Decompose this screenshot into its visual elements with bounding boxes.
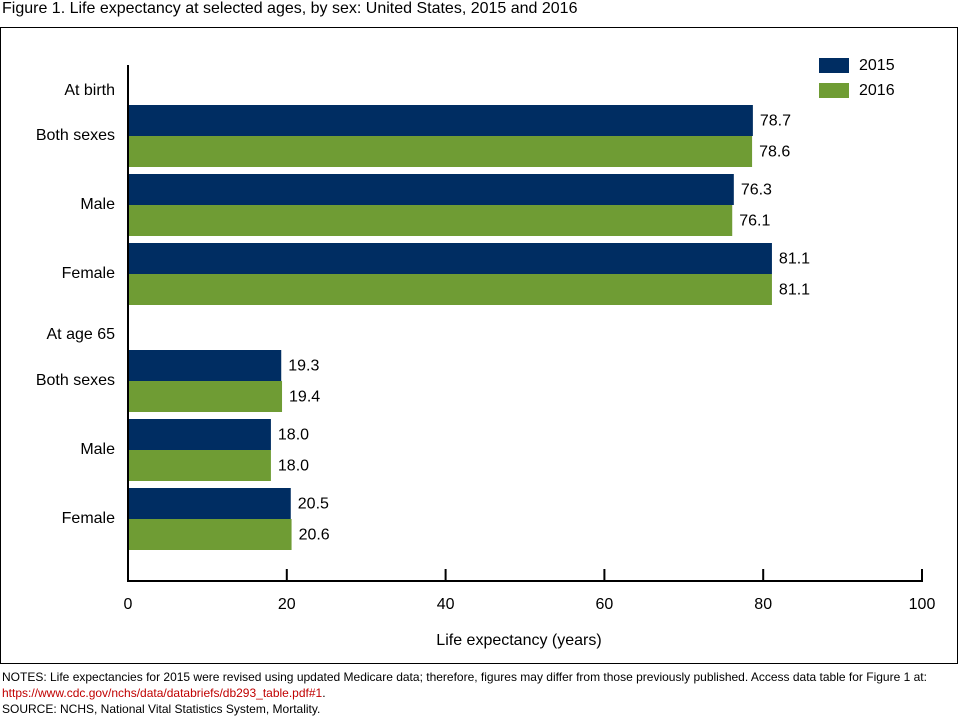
notes: NOTES: Life expectancies for 2015 were r… [2, 669, 952, 717]
category-label: Female [62, 510, 115, 527]
legend-label: 2015 [859, 57, 895, 74]
data-label: 78.7 [760, 113, 791, 130]
bar-2016 [128, 450, 271, 481]
bar-2015 [128, 174, 734, 205]
figure-title: Figure 1. Life expectancy at selected ag… [2, 0, 578, 17]
x-tick-label: 80 [754, 596, 772, 613]
data-label: 18.0 [278, 458, 309, 475]
category-label: Both sexes [36, 372, 115, 389]
group-heading: At birth [64, 82, 115, 99]
source-text: SOURCE: NCHS, National Vital Statistics … [2, 702, 321, 716]
x-tick-label: 40 [437, 596, 455, 613]
bar-2015 [128, 488, 291, 519]
x-tick-label: 20 [278, 596, 296, 613]
bar-2015 [128, 243, 772, 274]
bar-2015 [128, 105, 753, 136]
chart-frame: At birth Both sexes 78.7 78.6 Male 76.3 76.1 Fe… [0, 27, 958, 664]
x-axis-title: Life expectancy (years) [436, 632, 601, 649]
x-tick-label: 0 [124, 596, 133, 613]
data-label: 76.3 [741, 182, 772, 199]
category-label: Male [80, 441, 115, 458]
bar-chart: At birth Both sexes 78.7 78.6 Male 76.3 76.1 Fe… [36, 57, 936, 649]
bar-2016 [128, 519, 292, 550]
data-label: 20.5 [298, 496, 329, 513]
category-label: Both sexes [36, 127, 115, 144]
bar-2015 [128, 419, 271, 450]
data-label: 20.6 [299, 527, 330, 544]
x-tick-label: 60 [596, 596, 614, 613]
data-label: 19.3 [288, 358, 319, 375]
notes-text: NOTES: Life expectancies for 2015 were r… [2, 669, 952, 701]
bar-2015 [128, 350, 282, 381]
data-label: 81.1 [779, 282, 810, 299]
x-tick-label: 100 [909, 596, 936, 613]
category-label: Female [62, 265, 115, 282]
data-label: 76.1 [739, 213, 770, 230]
data-label: 19.4 [289, 389, 320, 406]
data-label: 78.6 [759, 144, 790, 161]
bar-2016 [128, 381, 283, 412]
legend-label: 2016 [859, 82, 895, 99]
bar-2016 [128, 205, 733, 236]
notes-line: NOTES: Life expectancies for 2015 were r… [2, 670, 927, 684]
category-label: Male [80, 196, 115, 213]
legend-swatch-2016 [819, 83, 849, 98]
data-label: 18.0 [278, 427, 309, 444]
group-heading: At age 65 [47, 326, 116, 343]
legend-swatch-2015 [819, 58, 849, 73]
data-label: 81.1 [779, 251, 810, 268]
bar-2016 [128, 274, 772, 305]
data-table-link[interactable]: https://www.cdc.gov/nchs/data/databriefs… [2, 686, 323, 700]
notes-period: . [322, 686, 326, 700]
bar-2016 [128, 136, 753, 167]
